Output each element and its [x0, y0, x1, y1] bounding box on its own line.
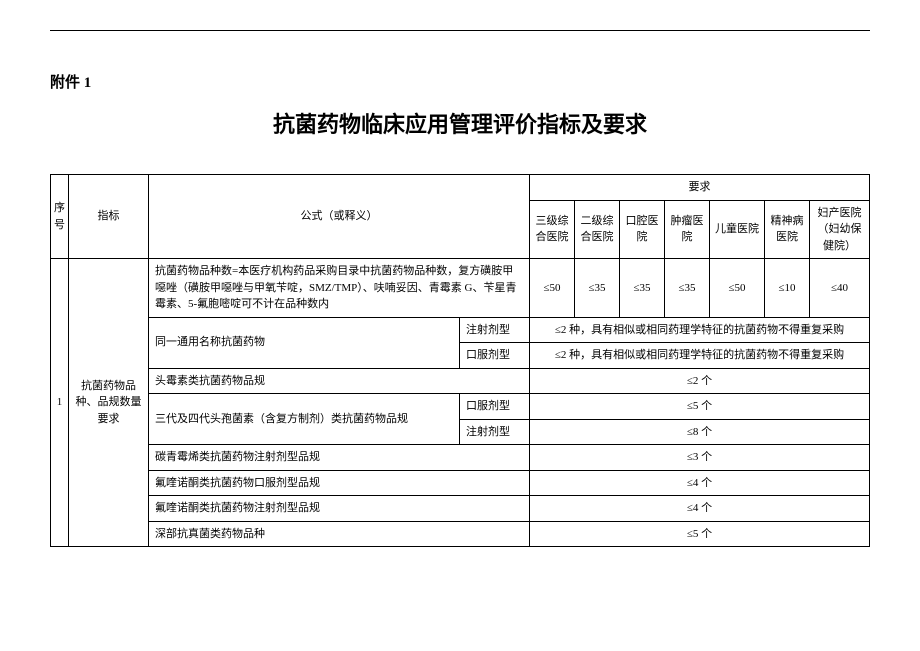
header-requirement: 要求: [530, 175, 870, 201]
header-dental: 口腔医院: [620, 200, 665, 259]
r7-req: ≤4 个: [530, 496, 870, 522]
header-mental: 精神病医院: [765, 200, 810, 259]
r2-label: 同一通用名称抗菌药物: [149, 317, 460, 368]
header-l3: 三级综合医院: [530, 200, 575, 259]
header-women: 妇产医院（妇幼保健院）: [810, 200, 870, 259]
top-divider: [50, 30, 870, 31]
r2-inj: 注射剂型: [460, 317, 530, 343]
r4-req-oral: ≤5 个: [530, 394, 870, 420]
r6-label: 氟喹诺酮类抗菌药物口服剂型品规: [149, 470, 530, 496]
header-formula: 公式（或释义）: [149, 175, 530, 259]
r1-v5: ≤50: [710, 259, 765, 318]
r2-req-inj: ≤2 种，具有相似或相同药理学特征的抗菌药物不得重复采购: [530, 317, 870, 343]
header-tumor: 肿瘤医院: [665, 200, 710, 259]
r4-oral: 口服剂型: [460, 394, 530, 420]
row1-indicator: 抗菌药物品种、品规数量要求: [69, 259, 149, 547]
header-indicator: 指标: [69, 175, 149, 259]
r5-label: 碳青霉烯类抗菌药物注射剂型品规: [149, 445, 530, 471]
r1-v4: ≤35: [665, 259, 710, 318]
r1-v1: ≤50: [530, 259, 575, 318]
r8-label: 深部抗真菌类药物品种: [149, 521, 530, 547]
header-l2: 二级综合医院: [575, 200, 620, 259]
r4-req-inj: ≤8 个: [530, 419, 870, 445]
page-title: 抗菌药物临床应用管理评价指标及要求: [50, 107, 870, 139]
r5-req: ≤3 个: [530, 445, 870, 471]
r3-label: 头霉素类抗菌药物品规: [149, 368, 530, 394]
r1-v7: ≤40: [810, 259, 870, 318]
header-seq: 序号: [51, 175, 69, 259]
r4-label: 三代及四代头孢菌素（含复方制剂）类抗菌药物品规: [149, 394, 460, 445]
r1-v6: ≤10: [765, 259, 810, 318]
header-children: 儿童医院: [710, 200, 765, 259]
r2-req-oral: ≤2 种，具有相似或相同药理学特征的抗菌药物不得重复采购: [530, 343, 870, 369]
r1-formula: 抗菌药物品种数=本医疗机构药品采购目录中抗菌药物品种数，复方磺胺甲噁唑（磺胺甲噁…: [149, 259, 530, 318]
r1-v3: ≤35: [620, 259, 665, 318]
r3-req: ≤2 个: [530, 368, 870, 394]
main-table: 序号 指标 公式（或释义） 要求 三级综合医院 二级综合医院 口腔医院 肿瘤医院…: [50, 174, 870, 547]
r2-oral: 口服剂型: [460, 343, 530, 369]
r4-inj: 注射剂型: [460, 419, 530, 445]
r1-v2: ≤35: [575, 259, 620, 318]
attachment-label: 附件 1: [50, 71, 870, 92]
row1-seq: 1: [51, 259, 69, 547]
r6-req: ≤4 个: [530, 470, 870, 496]
r8-req: ≤5 个: [530, 521, 870, 547]
r7-label: 氟喹诺酮类抗菌药物注射剂型品规: [149, 496, 530, 522]
